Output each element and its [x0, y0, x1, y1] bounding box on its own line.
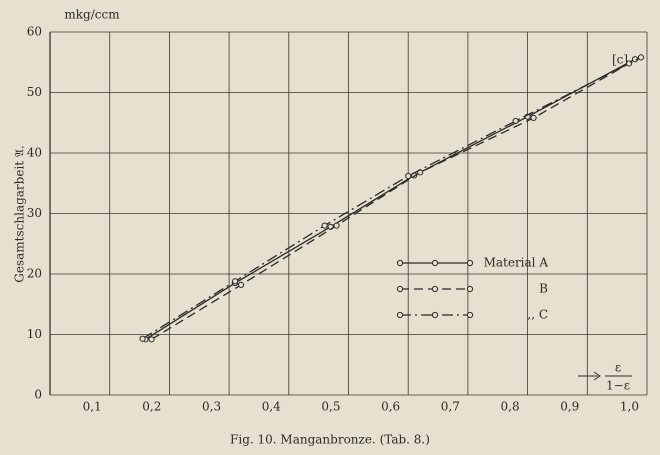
legend-label: B [539, 282, 548, 296]
data-point [333, 222, 340, 229]
legend-marker [396, 259, 404, 267]
x-tick-label: 0,2 [142, 400, 161, 414]
y-tick-label: 10 [27, 327, 42, 341]
x-label-numerator: ε [615, 361, 621, 375]
y-tick-label: 0 [34, 388, 42, 402]
legend-marker [466, 285, 474, 293]
y-tick-label: 60 [27, 25, 42, 39]
x-tick-label: 0,6 [381, 400, 400, 414]
data-point [530, 114, 537, 122]
data-point [637, 54, 645, 61]
x-tick-label: 0,3 [202, 400, 221, 414]
legend-marker [431, 311, 439, 319]
data-point [237, 281, 245, 288]
data-point [625, 60, 633, 67]
y-axis-label: Gesamtschlagarbeit 𝔄. [13, 145, 27, 282]
annotation: [c] [612, 53, 628, 67]
data-point [139, 335, 146, 342]
x-tick-label: 0,9 [560, 400, 579, 414]
data-point [231, 278, 239, 285]
x-tick-label: 0,4 [262, 400, 281, 414]
series-line [142, 56, 642, 340]
series-line [145, 58, 636, 340]
legend-marker [396, 311, 404, 319]
arrow-head [593, 371, 601, 381]
y-tick-label: 30 [27, 206, 42, 220]
data-point [321, 222, 328, 229]
legend-marker [466, 259, 474, 267]
caption: Fig. 10. Manganbronze. (Tab. 8.) [230, 433, 430, 447]
x-tick-label: 0,1 [83, 400, 102, 414]
x-tick-label: 0,7 [441, 400, 460, 414]
y-tick-label: 20 [27, 267, 42, 281]
y-tick-label: 40 [27, 146, 42, 160]
legend-marker [396, 285, 404, 293]
y-unit: mkg/ccm [64, 8, 120, 22]
data-point [512, 117, 519, 125]
data-point [405, 172, 412, 180]
legend-label: ,, C [527, 308, 548, 322]
x-tick-label: 0,8 [501, 400, 520, 414]
x-tick-label: 0,5 [321, 400, 340, 414]
series-line [151, 62, 630, 340]
legend-marker [431, 285, 439, 293]
legend-marker [466, 311, 474, 319]
data-point [148, 336, 155, 343]
legend-marker [431, 259, 439, 267]
x-tick-label: 1,0 [620, 400, 639, 414]
x-label-denominator: 1−ε [606, 379, 630, 393]
legend-label: Material A [484, 256, 549, 270]
y-tick-label: 50 [27, 85, 42, 99]
